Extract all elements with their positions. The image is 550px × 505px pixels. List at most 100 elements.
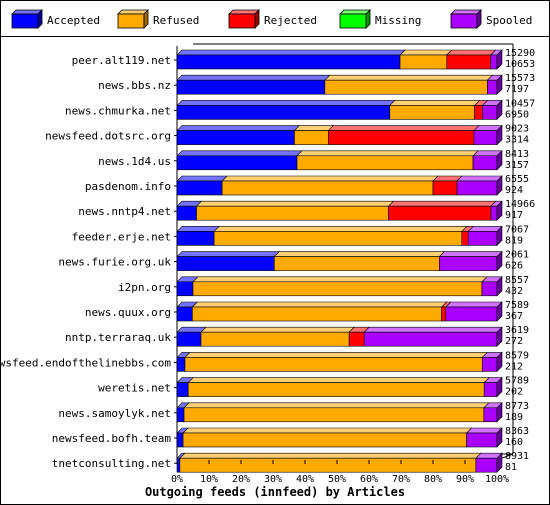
total-label-newsfeed-bofh-team: 8363: [505, 426, 529, 437]
category-label-news-chmurka-net: news.chmurka.net: [65, 104, 171, 117]
legend-label-accepted: Accepted: [47, 14, 100, 27]
accepted-label-news-furie-org-uk: 626: [505, 261, 523, 272]
legend-swatch-refused: [117, 13, 145, 29]
bar-news-chmurka-net-accepted: [176, 105, 391, 120]
bar-top-i2pn-org-refused: [192, 276, 488, 283]
bar-top-news-1d4-us-refused: [296, 150, 479, 157]
bar-top-newsfeed-bofh-team-refused: [182, 427, 473, 434]
bar-top-nntp-terraraq-uk-spooled: [363, 326, 503, 333]
bar-newsfeed-dotsrc-org-spooled: [473, 130, 498, 145]
bar-side-newsfeed-dotsrc-org: [496, 124, 503, 146]
category-label-i2pn-org: i2pn.org: [118, 281, 171, 294]
accepted-label-tnetconsulting-net: 81: [505, 462, 517, 473]
bar-top-news-quux-org-spooled: [445, 301, 503, 308]
bar-side-news-chmurka-net: [496, 99, 503, 121]
bar-top-weretis-net-refused: [187, 377, 490, 383]
bar-news-chmurka-net-refused: [389, 105, 475, 120]
bar-side-nntp-terraraq-uk: [496, 326, 503, 347]
bar-news-samoylyk-net-refused: [183, 407, 485, 423]
x-tick-label-2: 20%: [232, 474, 250, 485]
bar-peer-alt119-net-refused: [399, 54, 448, 70]
bar-side-tnetconsulting-net: [496, 452, 503, 473]
accepted-label-news-1d4-us: 3157: [505, 160, 529, 171]
bar-news-bbs-nz-spooled: [487, 79, 498, 95]
bar-side-weretis-net: [496, 376, 503, 398]
accepted-label-nntp-terraraq-uk: 272: [505, 336, 523, 347]
bar-newsfeed-endofthelinebbs-com-accepted: [176, 357, 186, 372]
x-tick-label-10: 100%: [485, 474, 509, 485]
category-label-newsfeed-bofh-team: newsfeed.bofh.team: [52, 432, 172, 445]
bar-newsfeed-bofh-team-accepted: [176, 432, 184, 448]
total-label-feeder-erje-net: 7067: [505, 224, 529, 235]
bar-news-nntp4-net-refused: [196, 205, 389, 221]
accepted-label-feeder-erje-net: 819: [505, 235, 523, 246]
x-tick-label-8: 80%: [424, 474, 442, 485]
category-label-pasdenom-info: pasdenom.info: [85, 180, 171, 193]
legend-swatch-spooled: [450, 13, 478, 29]
bar-top-news-1d4-us-accepted: [176, 150, 303, 157]
x-tick-label-3: 30%: [264, 474, 282, 485]
category-label-news-furie-org-uk: news.furie.org.uk: [58, 256, 171, 269]
category-label-newsfeed-dotsrc-org: newsfeed.dotsrc.org: [45, 130, 171, 143]
bar-tnetconsulting-net-refused: [179, 457, 477, 473]
bar-newsfeed-dotsrc-org-rejected: [328, 130, 475, 145]
bar-peer-alt119-net-spooled: [490, 54, 498, 70]
bar-top-news-nntp4-net-refused: [195, 200, 395, 207]
total-label-news-chmurka-net: 10457: [505, 98, 535, 109]
bar-top-news-chmurka-net-accepted: [176, 100, 396, 106]
bar-news-chmurka-net-spooled: [482, 105, 498, 120]
bar-side-news-quux-org: [496, 301, 503, 322]
legend-swatch-spooled-top: [450, 9, 482, 15]
bar-pasdenom-info-accepted: [176, 180, 223, 196]
bar-news-nntp4-net-rejected: [388, 205, 492, 221]
bar-top-news-quux-org-refused: [191, 301, 448, 308]
legend-swatch-accepted: [11, 13, 39, 29]
bar-news-quux-org-rejected: [441, 306, 447, 322]
bar-pasdenom-info-rejected: [432, 180, 458, 196]
accepted-label-news-bbs-nz: 7197: [505, 84, 529, 95]
bar-weretis-net-refused: [187, 382, 485, 397]
total-label-news-samoylyk-net: 8773: [505, 401, 529, 412]
bar-side-news-furie-org-uk: [496, 250, 503, 272]
x-tick-label-9: 90%: [456, 474, 474, 485]
bar-top-newsfeed-dotsrc-org-rejected: [327, 125, 480, 131]
category-label-nntp-terraraq-uk: nntp.terraraq.uk: [65, 331, 171, 344]
total-label-tnetconsulting-net: 8931: [505, 451, 529, 462]
bar-i2pn-org-spooled: [481, 281, 498, 297]
bar-top-feeder-erje-net-refused: [213, 226, 468, 232]
bar-nntp-terraraq-uk-accepted: [176, 331, 202, 347]
bar-top-pasdenom-info-refused: [221, 175, 439, 182]
bar-news-chmurka-net-rejected: [474, 105, 483, 120]
bar-nntp-terraraq-uk-rejected: [348, 331, 365, 347]
bar-top-news-furie-org-uk-spooled: [438, 251, 503, 257]
bar-top-pasdenom-info-accepted: [176, 175, 228, 182]
bar-newsfeed-dotsrc-org-refused: [294, 130, 329, 145]
bar-top-newsfeed-endofthelinebbs-com-refused: [184, 352, 489, 358]
bar-news-quux-org-refused: [192, 306, 442, 322]
accepted-label-i2pn-org: 432: [505, 286, 523, 297]
category-label-news-quux-org: news.quux.org: [85, 306, 171, 319]
legend-swatch-accepted-side: [37, 9, 43, 29]
legend-label-spooled: Spooled: [486, 14, 532, 27]
bar-news-quux-org-accepted: [176, 306, 193, 322]
bar-top-news-samoylyk-net-refused: [183, 402, 490, 409]
total-label-pasdenom-info: 6555: [505, 174, 529, 185]
legend: Accepted Refused Rejected Missing Spooled: [11, 9, 532, 29]
bar-newsfeed-bofh-team-refused: [182, 432, 467, 448]
bar-newsfeed-endofthelinebbs-com-refused: [184, 357, 483, 372]
bar-news-furie-org-uk-accepted: [176, 256, 275, 271]
accepted-label-peer-alt119-net: 10653: [505, 59, 535, 70]
category-label-news-bbs-nz: news.bbs.nz: [98, 79, 171, 92]
total-label-peer-alt119-net: 15290: [505, 48, 535, 59]
legend-swatch-refused-side: [143, 9, 149, 29]
legend-swatch-refused-top: [117, 9, 149, 15]
accepted-label-news-chmurka-net: 6950: [505, 109, 529, 120]
bar-feeder-erje-net-accepted: [176, 231, 215, 246]
bar-top-peer-alt119-net-rejected: [446, 49, 497, 56]
bar-i2pn-org-refused: [192, 281, 483, 297]
bar-nntp-terraraq-uk-refused: [200, 331, 350, 347]
bar-weretis-net-accepted: [176, 382, 189, 397]
bar-top-newsfeed-dotsrc-org-accepted: [176, 125, 301, 131]
x-axis: 0% 10% 20% 30% 40% 50% 60% 70% 80% 90% 100%: [171, 460, 509, 485]
